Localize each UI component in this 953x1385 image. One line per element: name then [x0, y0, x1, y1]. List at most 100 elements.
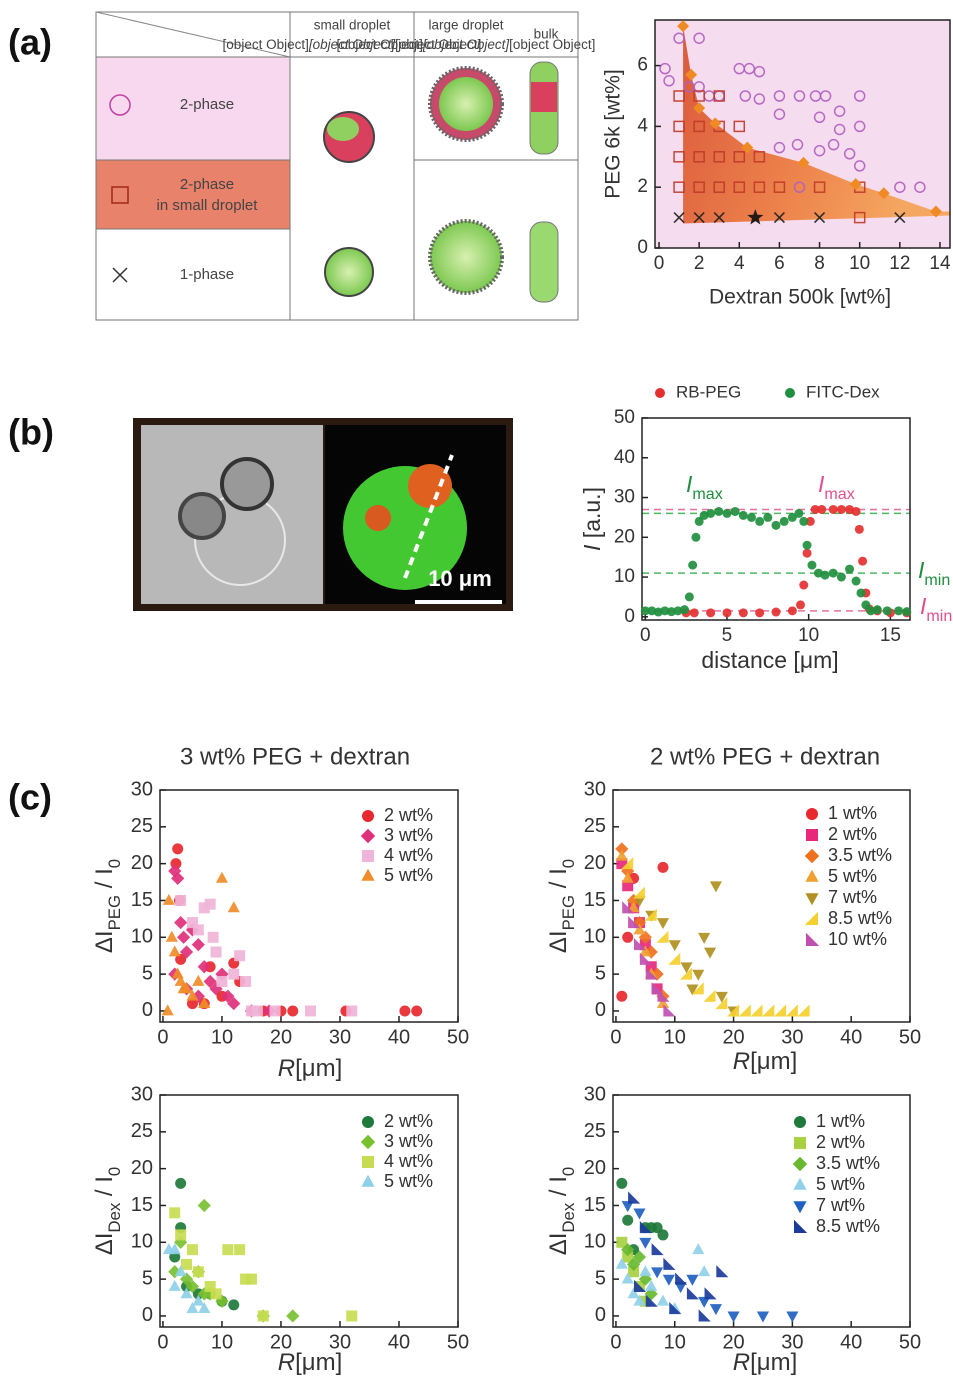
y-tick-label: 30: [614, 487, 635, 508]
marker: [802, 540, 812, 550]
y-tick-label: 10: [584, 1231, 606, 1253]
marker: [861, 600, 871, 610]
y-tick-label: 20: [584, 852, 606, 874]
marker: [851, 506, 861, 516]
marker: [799, 516, 809, 526]
text-part: R: [278, 1349, 295, 1376]
marker: [914, 181, 926, 193]
symbol-square: [111, 186, 129, 204]
marker: [645, 967, 658, 980]
legend-marker: [792, 1156, 808, 1172]
text-part: R: [278, 1055, 295, 1082]
marker: [703, 989, 716, 1002]
text-part: / I: [545, 1176, 572, 1203]
marker: [843, 148, 856, 160]
droplet-outline: [220, 457, 274, 511]
legend-label: 4 wt%: [384, 845, 433, 865]
y-tick-label: 15: [131, 889, 153, 911]
marker: [210, 946, 222, 958]
legend-label: 5 wt%: [828, 866, 877, 886]
marker: [627, 901, 640, 913]
marker: [704, 1287, 717, 1300]
y-tick-label: 5: [595, 962, 606, 984]
x-tick-label: 12: [889, 253, 910, 274]
marker: [633, 1279, 647, 1292]
marker: [810, 504, 820, 514]
y-tick-label: 20: [614, 526, 635, 547]
row-label: 2-phase: [180, 96, 234, 113]
text-part: I: [579, 544, 605, 551]
y-tick-label: 15: [584, 1194, 606, 1216]
marker: [743, 62, 756, 75]
marker: [227, 901, 240, 913]
annotation: Imax: [686, 471, 723, 503]
y-tick-label: 20: [584, 1157, 606, 1179]
annotation: Imin: [920, 593, 952, 625]
marker: [616, 990, 628, 1002]
marker: [836, 504, 846, 514]
marker: [204, 898, 216, 910]
marker: [171, 871, 185, 885]
marker: [669, 1301, 682, 1315]
marker: [713, 212, 725, 224]
marker: [698, 1309, 711, 1322]
text-part: max: [824, 485, 854, 503]
marker: [673, 151, 685, 163]
marker: [663, 1004, 676, 1017]
marker: [894, 181, 906, 193]
y-axis-label: PEG 6k [wt%]: [602, 69, 625, 199]
marker: [799, 580, 809, 590]
marker: [175, 1229, 187, 1241]
chart-title: 3 wt% PEG + dextran: [180, 743, 410, 770]
marker: [797, 156, 810, 169]
header-text: [object Object][object Object][object Ob…: [337, 37, 596, 52]
marker: [616, 1236, 628, 1248]
plot-frame: [159, 789, 459, 1023]
text-part: Dex: [559, 1202, 578, 1232]
tube-illustration: [531, 82, 557, 112]
marker: [677, 20, 690, 33]
marker: [191, 938, 205, 952]
marker: [693, 102, 706, 115]
marker: [622, 931, 634, 943]
marker: [651, 1222, 663, 1234]
marker: [197, 960, 211, 974]
x-tick-label: 50: [447, 1331, 469, 1353]
x-tick-label: 10: [664, 1026, 686, 1048]
text-part: min: [926, 607, 952, 625]
marker: [169, 1207, 181, 1219]
x-tick-label: 2: [694, 253, 705, 274]
header-part: [object Object]: [337, 37, 423, 52]
marker: [234, 1244, 246, 1256]
text-part: I: [920, 593, 927, 619]
marker: [853, 120, 866, 133]
x-tick-label: 20: [270, 1331, 292, 1353]
x-axis-label: R[μm]: [278, 1349, 343, 1376]
droplet-illustration: [439, 77, 493, 131]
marker: [622, 1251, 634, 1263]
marker: [773, 90, 786, 102]
marker: [203, 1287, 217, 1301]
marker: [698, 1296, 711, 1308]
marker: [245, 1273, 257, 1285]
marker: [713, 90, 725, 102]
marker: [645, 961, 657, 973]
header-part: [object Object]: [308, 37, 397, 52]
marker: [234, 950, 246, 962]
x-tick-label: 14: [929, 253, 951, 274]
annotation: Imax: [818, 471, 855, 503]
marker: [688, 560, 698, 570]
panel-label: (b): [8, 412, 54, 453]
marker: [819, 90, 832, 102]
y-tick-label: 30: [131, 778, 153, 800]
marker: [741, 141, 754, 154]
droplet-illustration: [428, 219, 504, 295]
marker: [657, 1229, 669, 1241]
marker: [632, 915, 647, 930]
marker: [851, 576, 861, 586]
marker: [750, 1004, 763, 1017]
row-label: 2-phase: [180, 176, 234, 193]
marker: [813, 111, 826, 124]
marker: [692, 1243, 705, 1255]
text-part: [μm]: [750, 1349, 797, 1376]
